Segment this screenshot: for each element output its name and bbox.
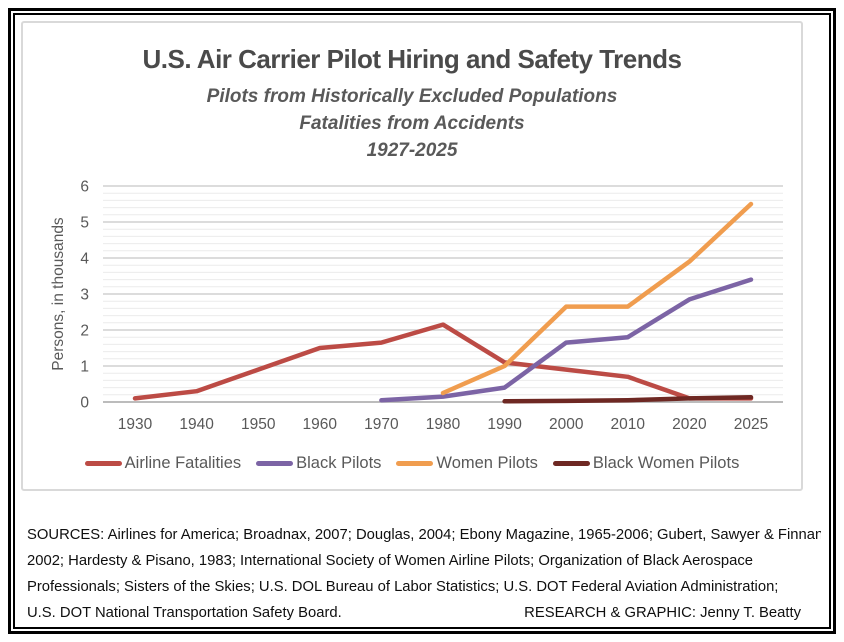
x-tick-label: 1930: [118, 416, 153, 433]
x-tick-label: 2025: [734, 416, 768, 433]
black-pilots-line-swatch-icon: [256, 461, 294, 466]
outer-frame: U.S. Air Carrier Pilot Hiring and Safety…: [8, 8, 836, 634]
y-axis-title: Persons, in thousands: [50, 217, 67, 371]
chart-subtitle-years: 1927-2025: [366, 140, 458, 161]
y-tick-label: 4: [80, 251, 89, 268]
sources-line: U.S. DOT National Transportation Safety …: [27, 605, 342, 621]
sources-line: Professionals; Sisters of the Skies; U.S…: [27, 579, 779, 595]
legend-label-airline-fatalities: Airline Fatalities: [124, 454, 242, 472]
series-line-airline-fatalities: [132, 322, 754, 401]
black-women-pilots-line-swatch-icon: [552, 461, 590, 466]
legend-item-black-women-pilots: Black Women Pilots: [552, 454, 740, 473]
chart-title: U.S. Air Carrier Pilot Hiring and Safety…: [142, 44, 682, 74]
chart-plot-area: 0 1 2 3 4 5 6 1930 1940 1950 1960 1970 1980 1990 2000 2…: [50, 179, 783, 433]
sources-line: SOURCES: Airlines for America; Broadnax,…: [27, 527, 821, 543]
x-tick-label: 1970: [364, 416, 399, 433]
research-credit: RESEARCH & GRAPHIC: Jenny T. Beatty: [524, 605, 801, 621]
legend-label-black-women-pilots: Black Women Pilots: [592, 454, 740, 472]
sources-note: SOURCES: Airlines for America; Broadnax,…: [27, 522, 821, 626]
y-tick-label: 5: [80, 215, 89, 232]
x-tick-label: 2010: [611, 416, 646, 433]
series-line-women-pilots: [440, 201, 754, 396]
legend-label-women-pilots: Women Pilots: [436, 454, 538, 472]
y-tick-label: 2: [80, 323, 89, 340]
x-tick-label: 1940: [179, 416, 214, 433]
sources-line: 2002; Hardesty & Pisano, 1983; Internati…: [27, 553, 754, 569]
x-tick-label: 2000: [549, 416, 584, 433]
legend-item-women-pilots: Women Pilots: [396, 454, 538, 473]
x-tick-label: 2020: [672, 416, 707, 433]
chart-subtitle-fatalities: Fatalities from Accidents: [299, 113, 525, 134]
x-tick-label: 1960: [303, 416, 338, 433]
y-tick-label: 1: [80, 359, 89, 376]
x-tick-label: 1950: [241, 416, 276, 433]
chart-container: U.S. Air Carrier Pilot Hiring and Safety…: [21, 21, 803, 491]
y-tick-label: 0: [80, 395, 89, 412]
x-tick-label: 1990: [487, 416, 522, 433]
chart-legend: Airline Fatalities Black Pilots Women Pilo…: [23, 454, 801, 473]
y-tick-label: 6: [80, 179, 89, 196]
y-tick-label: 3: [80, 287, 89, 304]
series-line-black-women-pilots: [502, 395, 754, 404]
legend-item-black-pilots: Black Pilots: [256, 454, 381, 473]
x-tick-label: 1980: [426, 416, 461, 433]
inner-frame: U.S. Air Carrier Pilot Hiring and Safety…: [13, 13, 831, 629]
airline-fatalities-line-swatch-icon: [84, 461, 122, 466]
chart-subtitle-populations: Pilots from Historically Excluded Popula…: [206, 86, 618, 107]
legend-item-airline-fatalities: Airline Fatalities: [84, 454, 242, 473]
women-pilots-line-swatch-icon: [396, 461, 434, 466]
legend-label-black-pilots: Black Pilots: [296, 454, 382, 472]
series-line-black-pilots: [379, 277, 754, 403]
